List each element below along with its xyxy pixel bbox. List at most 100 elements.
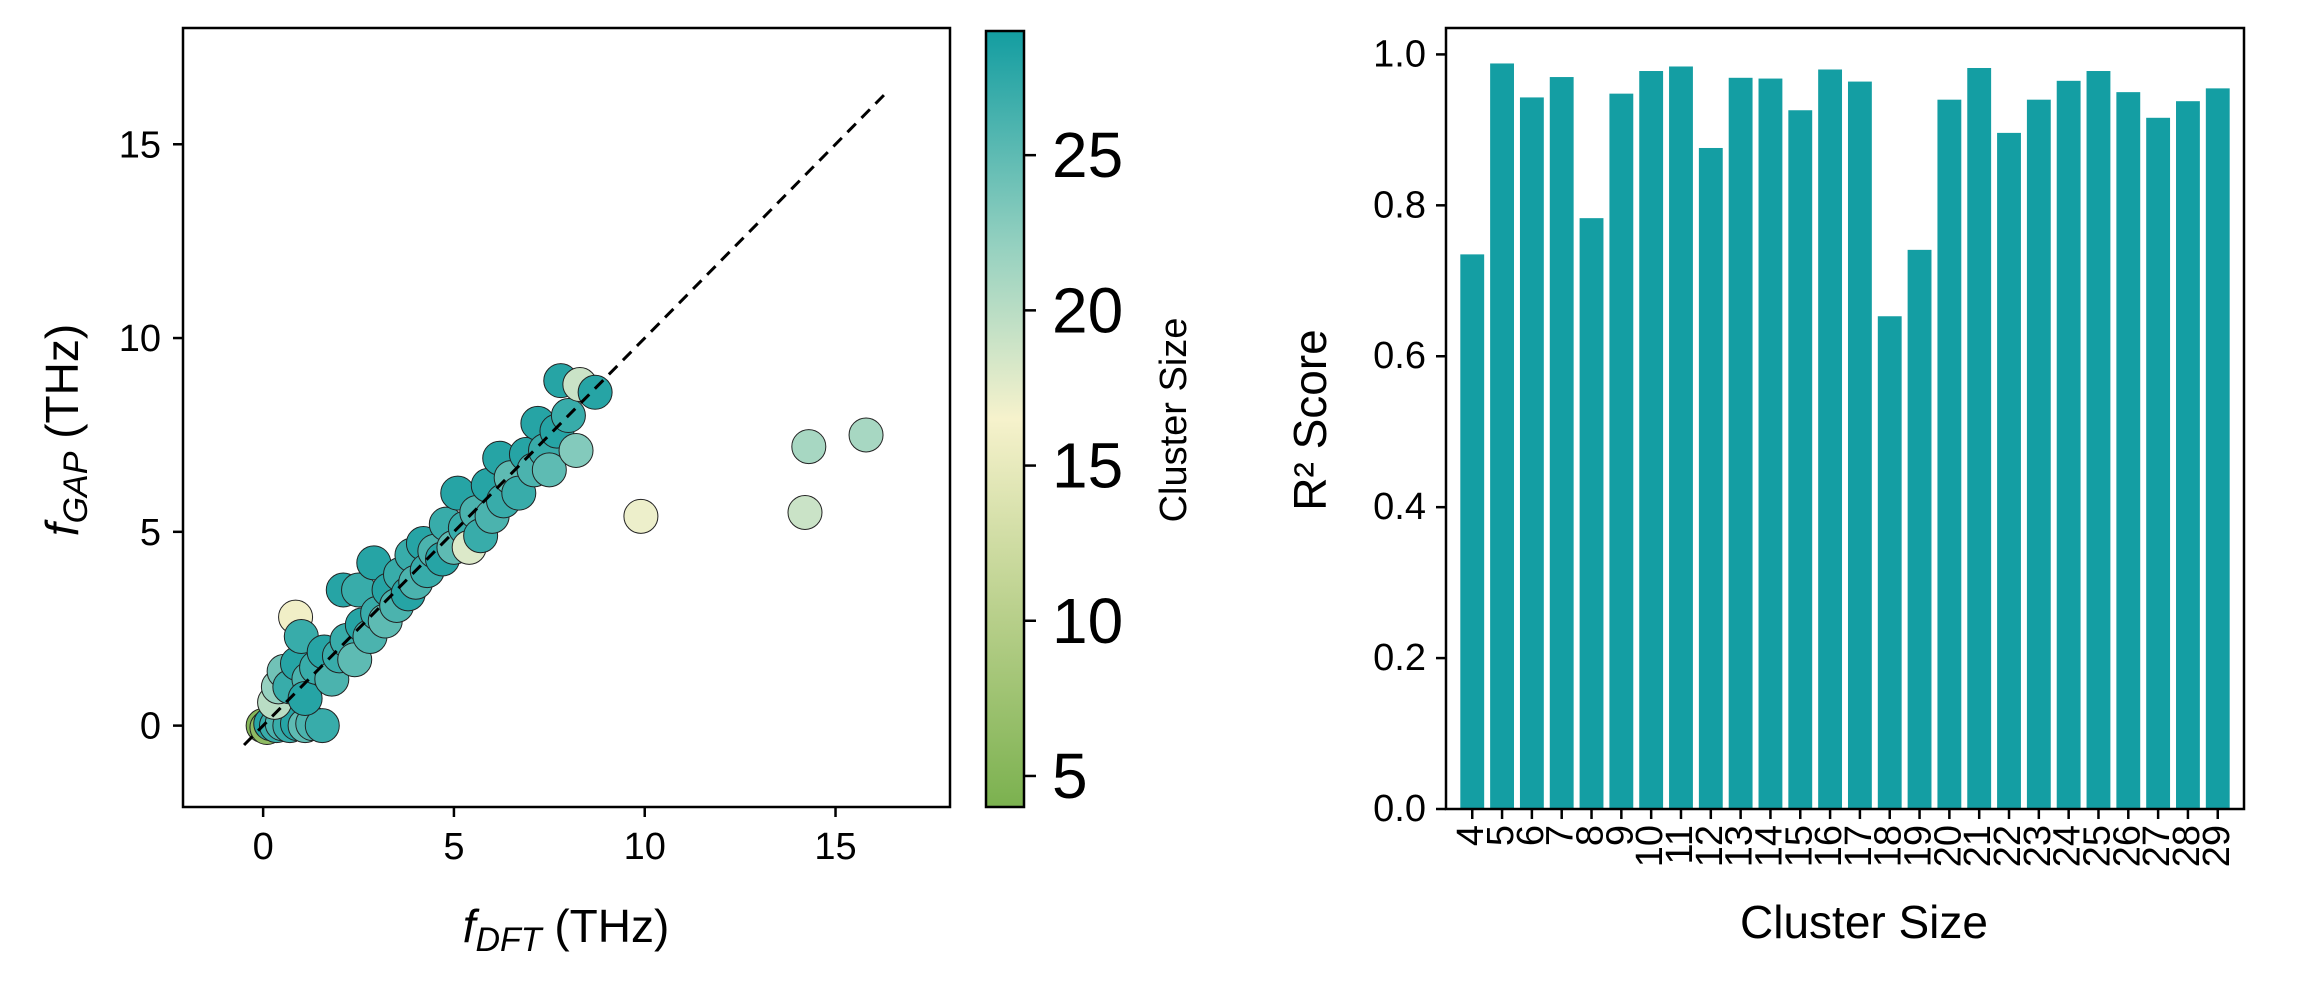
bar [2026, 99, 2051, 810]
scatter-ticks: 0 5 10 15 0 5 10 15 [119, 124, 857, 868]
colorbar-tick-label: 15 [1052, 430, 1123, 502]
bar-x-axis-label: Cluster Size [1740, 896, 1988, 948]
bar-x-tick-label: 25 [2076, 825, 2118, 867]
scatter-x-tick-label: 5 [443, 826, 464, 868]
bar-x-tick-label: 12 [1689, 825, 1731, 867]
colorbar-tick-label: 10 [1052, 585, 1123, 657]
scatter-point [787, 494, 823, 530]
bar-y-axis-label: R² Score [1284, 329, 1336, 510]
bar [2086, 71, 2111, 809]
bar [1609, 93, 1634, 809]
scatter-point [848, 417, 884, 453]
scatter-point [304, 708, 340, 744]
bar-x-ticks: 4567891011121314151617181920212223242526… [1450, 809, 2238, 867]
bar-x-tick-label: 11 [1659, 825, 1701, 864]
bar-x-tick-label: 18 [1868, 825, 1910, 867]
bar [1639, 71, 1664, 809]
colorbar-label: Cluster Size [1153, 318, 1195, 523]
bar-panel: 0.00.20.40.60.81.0 456789101112131415161… [1284, 26, 2246, 948]
colorbar-tick-label: 25 [1052, 119, 1123, 191]
bar [1997, 132, 2021, 809]
scatter-axes-frame [181, 26, 952, 809]
scatter-point [577, 374, 613, 410]
scatter-point [791, 429, 827, 465]
bar-x-tick-label: 6 [1510, 825, 1552, 846]
bar [1758, 78, 1783, 809]
bar-x-tick-label: 22 [1987, 825, 2029, 867]
bar-x-tick-label: 7 [1540, 825, 1582, 846]
bar [1847, 81, 1872, 809]
y-label-symbol: f [36, 519, 88, 536]
bar [2205, 88, 2230, 810]
bar-x-tick-label: 27 [2136, 825, 2178, 867]
x-label-symbol: f [463, 900, 480, 952]
scatter-x-tick-label: 10 [624, 826, 666, 868]
bar [2056, 80, 2081, 809]
bar [1549, 77, 1574, 809]
bar-x-tick-label: 15 [1778, 825, 1820, 867]
bar [1877, 316, 1902, 809]
bar-y-tick-label: 0.4 [1373, 486, 1426, 528]
bar-axes-frame [1444, 26, 2246, 811]
bar-x-tick-label: 8 [1570, 825, 1612, 846]
bar-x-tick-label: 28 [2166, 825, 2208, 867]
scatter-x-tick-label: 0 [253, 826, 274, 868]
bar-x-tick-label: 14 [1748, 825, 1790, 867]
bar [2146, 117, 2171, 809]
diagonal-reference-line [242, 92, 887, 747]
scatter-points [245, 363, 884, 746]
bar-x-tick-label: 26 [2106, 825, 2148, 867]
bar-y-tick-label: 0.8 [1373, 184, 1426, 226]
bar [1460, 254, 1485, 809]
bar-x-tick-label: 29 [2196, 825, 2238, 867]
bar-x-tick-label: 23 [2017, 825, 2059, 867]
bar-x-tick-label: 24 [2047, 825, 2089, 867]
scatter-x-tick-label: 15 [814, 826, 856, 868]
colorbar-gradient [984, 29, 1026, 809]
scatter-x-axis-label: fDFT (THz) [463, 900, 670, 959]
scatter-point [623, 498, 659, 534]
bar-x-tick-label: 13 [1719, 825, 1761, 867]
bar [1490, 63, 1514, 810]
y-label-unit: (THz) [36, 324, 88, 452]
bar-x-tick-label: 16 [1808, 825, 1850, 867]
colorbar-ticks: 5 10 15 20 25 [1024, 119, 1123, 812]
scatter-y-tick-label: 15 [119, 124, 161, 166]
bar [1519, 97, 1544, 809]
scatter-y-tick-label: 0 [140, 706, 161, 748]
bar [1818, 69, 1843, 809]
scatter-y-axis-label: fGAP (THz) [36, 324, 95, 536]
bar-y-tick-label: 0.2 [1373, 637, 1426, 679]
bar [1579, 218, 1604, 810]
bar [2176, 101, 2200, 809]
bar [1728, 77, 1753, 809]
x-label-subscript: DFT [475, 921, 543, 959]
bar-y-tick-label: 0.0 [1373, 788, 1426, 830]
bar [1967, 67, 1992, 810]
bar [1669, 66, 1693, 809]
scatter-point [558, 432, 594, 468]
bar-x-tick-label: 10 [1629, 825, 1671, 867]
bar-x-tick-label: 9 [1599, 825, 1641, 846]
scatter-y-tick-label: 10 [119, 318, 161, 360]
bar [1937, 99, 1962, 810]
x-label-unit: (THz) [542, 900, 670, 952]
bar [1907, 249, 1932, 810]
bar [1788, 110, 1813, 809]
bar-x-tick-label: 20 [1927, 825, 1969, 867]
bar-x-tick-label: 4 [1450, 825, 1492, 846]
colorbar: 5 10 15 20 25 Cluster Size [984, 29, 1195, 812]
scatter-point [531, 452, 567, 488]
bar-x-tick-label: 17 [1838, 825, 1880, 867]
bars [1460, 63, 2230, 810]
bar-x-tick-label: 21 [1957, 825, 1999, 867]
bar [1698, 147, 1723, 809]
bar-y-tick-label: 1.0 [1373, 33, 1426, 75]
scatter-y-tick-label: 5 [140, 512, 161, 554]
bar-y-tick-label: 0.6 [1373, 335, 1426, 377]
bar-x-tick-label: 19 [1898, 825, 1940, 867]
colorbar-tick-label: 20 [1052, 274, 1123, 346]
y-label-subscript: GAP [57, 451, 95, 523]
